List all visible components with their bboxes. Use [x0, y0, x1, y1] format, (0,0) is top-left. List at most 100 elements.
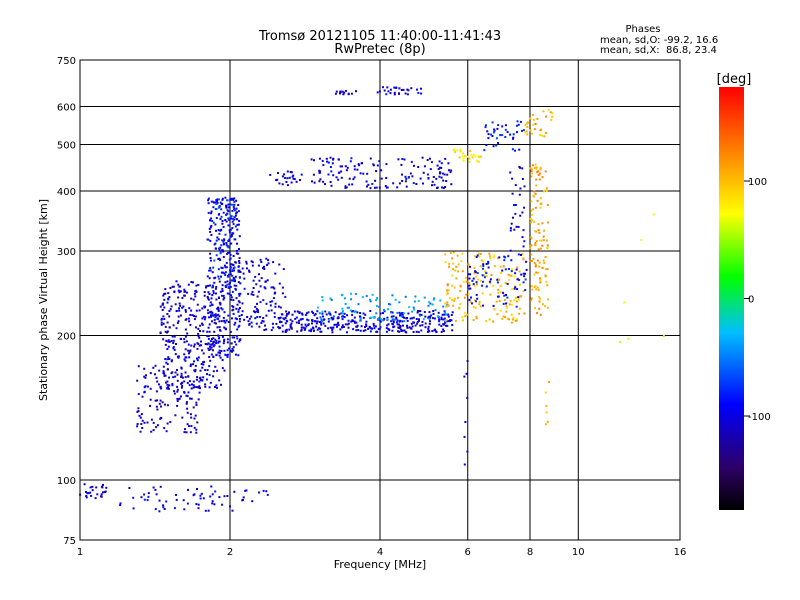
data-point: [385, 93, 388, 96]
data-point: [192, 281, 194, 284]
data-point: [523, 275, 526, 278]
data-point: [272, 286, 275, 289]
data-point: [207, 211, 210, 214]
data-point: [411, 175, 414, 178]
data-point: [291, 175, 294, 178]
data-point: [220, 244, 223, 247]
data-point: [186, 381, 189, 384]
data-point: [168, 326, 171, 329]
data-point: [199, 494, 202, 497]
data-point: [341, 318, 344, 321]
data-point: [460, 260, 463, 263]
data-point: [543, 262, 546, 264]
data-point: [461, 316, 464, 319]
data-point: [250, 325, 253, 328]
data-point: [401, 173, 403, 176]
data-point: [504, 256, 507, 259]
data-point: [296, 310, 299, 313]
data-point: [542, 239, 545, 242]
data-point: [327, 173, 330, 176]
data-point: [221, 503, 224, 506]
data-point: [190, 309, 193, 312]
data-point: [471, 156, 474, 159]
data-point: [359, 312, 362, 314]
data-point: [440, 316, 443, 319]
data-point: [365, 295, 368, 297]
data-point: [164, 403, 166, 406]
data-point: [515, 268, 518, 271]
data-point: [199, 369, 202, 372]
data-point: [471, 302, 473, 305]
data-point: [205, 285, 208, 288]
data-point: [137, 365, 140, 368]
data-point: [314, 313, 317, 316]
data-point: [245, 262, 248, 265]
data-point: [492, 131, 495, 134]
data-point: [160, 321, 163, 324]
data-point: [219, 259, 222, 262]
data-point: [242, 272, 245, 275]
data-point: [220, 208, 223, 211]
data-point: [485, 275, 488, 278]
data-point: [146, 499, 149, 502]
data-point: [495, 144, 498, 147]
data-point: [270, 286, 273, 289]
data-point: [463, 375, 466, 378]
data-point: [546, 246, 549, 249]
data-point: [239, 317, 241, 320]
data-point: [229, 269, 232, 272]
data-point: [283, 173, 286, 176]
data-point: [295, 316, 298, 319]
data-point: [474, 285, 477, 288]
chart-title: Tromsø 20121105 11:40:00-11:41:43: [258, 29, 501, 44]
data-point: [217, 341, 220, 344]
data-point: [193, 315, 195, 317]
data-point: [397, 158, 400, 161]
data-point: [412, 331, 415, 333]
data-point: [232, 217, 235, 220]
data-point: [450, 319, 453, 322]
data-point: [517, 253, 520, 256]
data-point: [215, 354, 218, 356]
data-point: [225, 213, 228, 216]
data-point: [390, 315, 393, 318]
data-point: [259, 258, 262, 261]
data-point: [198, 336, 201, 339]
data-point: [529, 129, 532, 132]
data-point: [230, 242, 233, 245]
data-point: [149, 398, 152, 401]
data-point: [96, 493, 99, 496]
data-point: [501, 134, 504, 137]
data-point: [428, 311, 431, 314]
data-point: [165, 500, 168, 503]
data-point: [229, 228, 232, 231]
data-point: [530, 175, 533, 178]
data-point: [406, 88, 409, 91]
data-point: [405, 185, 408, 188]
data-point: [438, 318, 441, 321]
data-point: [264, 280, 267, 283]
data-point: [217, 206, 220, 209]
data-point: [330, 170, 333, 173]
data-point: [421, 324, 424, 327]
data-point: [359, 319, 362, 322]
data-point: [190, 344, 193, 347]
data-point: [374, 179, 377, 182]
data-point: [275, 179, 278, 182]
data-point: [270, 329, 273, 332]
data-point: [218, 329, 221, 332]
data-point: [529, 244, 532, 247]
data-point: [505, 305, 508, 308]
data-point: [322, 322, 325, 325]
data-point: [277, 326, 280, 328]
data-point: [164, 358, 167, 361]
data-point: [530, 299, 533, 302]
data-point: [462, 319, 464, 322]
data-point: [400, 330, 403, 332]
data-point: [431, 303, 434, 306]
data-point: [438, 172, 441, 175]
data-point: [358, 315, 361, 318]
data-point: [251, 261, 254, 264]
